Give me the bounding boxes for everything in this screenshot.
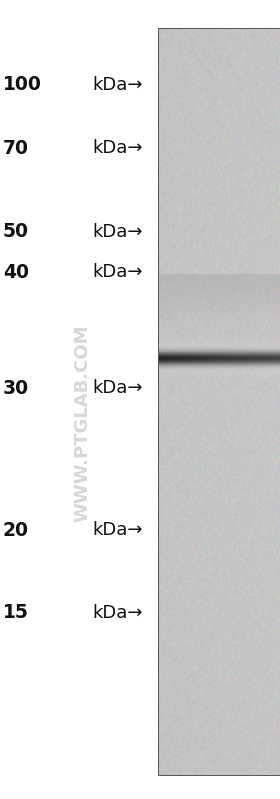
Text: 30: 30 (3, 379, 29, 397)
Text: 15: 15 (3, 603, 29, 622)
Text: kDa→: kDa→ (92, 76, 143, 94)
Text: WWW.PTGLAB.COM: WWW.PTGLAB.COM (74, 324, 92, 523)
Text: 50: 50 (3, 222, 29, 241)
Text: kDa→: kDa→ (92, 263, 143, 281)
Text: kDa→: kDa→ (92, 223, 143, 241)
Text: 40: 40 (3, 263, 29, 281)
Text: kDa→: kDa→ (92, 139, 143, 157)
Text: 100: 100 (3, 75, 42, 94)
Text: kDa→: kDa→ (92, 604, 143, 622)
Text: kDa→: kDa→ (92, 521, 143, 539)
Text: kDa→: kDa→ (92, 379, 143, 397)
Text: 70: 70 (3, 138, 29, 157)
Text: 20: 20 (3, 520, 29, 539)
